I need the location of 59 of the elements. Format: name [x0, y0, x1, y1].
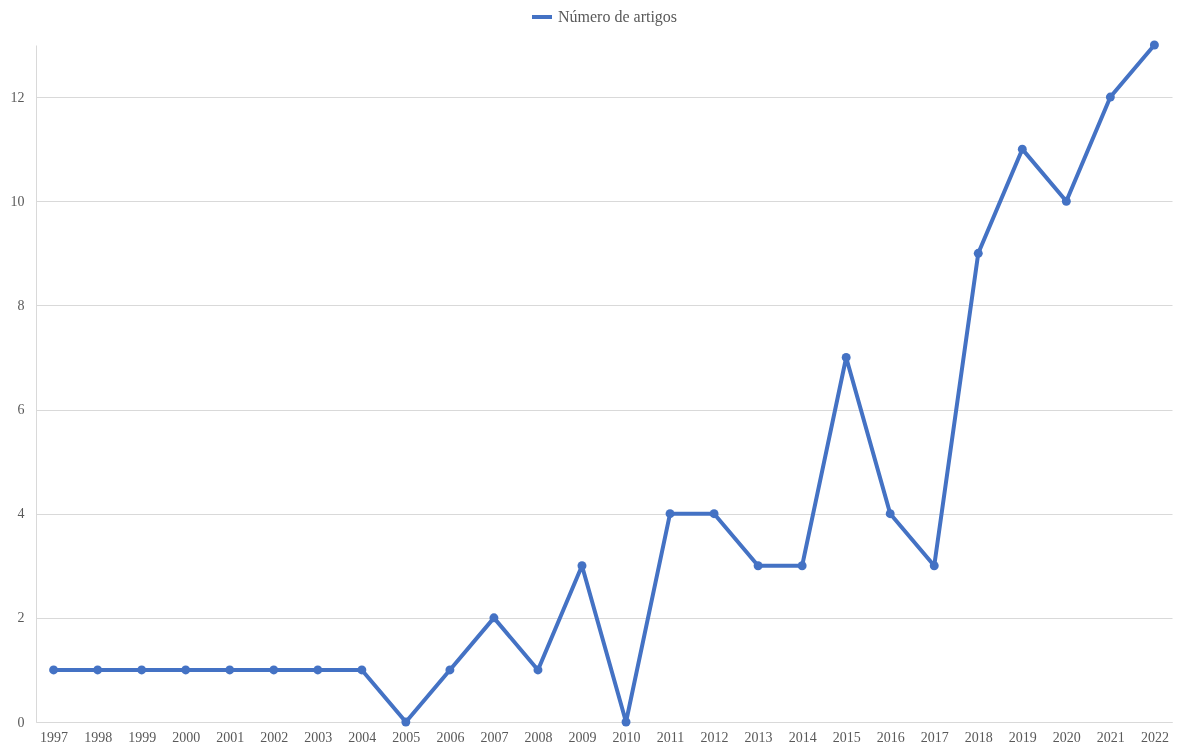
point	[1105, 92, 1115, 102]
point	[269, 665, 279, 675]
point	[401, 717, 411, 727]
x-tick-label: 2016	[876, 729, 905, 745]
point	[709, 509, 719, 519]
y-tick-label: 6	[17, 402, 25, 418]
x-tick-label: 2011	[656, 729, 685, 745]
x-tick-label: 2017	[920, 729, 949, 745]
x-tick-label: 2012	[700, 729, 729, 745]
y-tick-label: 0	[17, 714, 25, 730]
x-tick-label: 2014	[788, 729, 817, 745]
point	[533, 665, 543, 675]
x-tick-label: 2019	[1008, 729, 1037, 745]
point	[665, 509, 675, 519]
x-tick-label: 2021	[1096, 729, 1125, 745]
point	[313, 665, 323, 675]
x-tick-label: 2005	[392, 729, 421, 745]
x-tick-label: 2004	[348, 729, 377, 745]
point	[93, 665, 103, 675]
y-tick-label: 10	[10, 193, 25, 209]
y-tick-label: 12	[10, 89, 25, 105]
point	[885, 509, 895, 519]
y-tick-label: 8	[17, 297, 25, 313]
point	[357, 665, 367, 675]
point	[1017, 144, 1027, 154]
point	[225, 665, 235, 675]
y-tick-label: 4	[17, 506, 25, 522]
y-tick-label: 2	[17, 610, 25, 626]
point	[841, 353, 851, 362]
x-tick-label: 1998	[84, 729, 113, 745]
x-tick-label: 1999	[128, 729, 157, 745]
point	[181, 665, 191, 675]
point	[797, 561, 807, 571]
point	[929, 561, 939, 571]
x-tick-label: 2022	[1140, 729, 1169, 745]
x-tick-label: 2001	[216, 729, 245, 745]
x-tick-label: 2020	[1052, 729, 1081, 745]
point	[973, 248, 983, 258]
point	[489, 613, 499, 623]
x-tick-label: 2007	[480, 729, 509, 745]
x-tick-label: 2009	[568, 729, 597, 745]
x-tick-label: 2000	[172, 729, 201, 745]
point	[753, 561, 763, 571]
x-tick-label: 2018	[964, 729, 993, 745]
x-tick-label: 1997	[40, 729, 69, 745]
x-tick-label: 2003	[304, 729, 333, 745]
point	[137, 665, 147, 675]
x-tick-label: 2013	[744, 729, 773, 745]
x-tick-label: 2008	[524, 729, 553, 745]
point	[1061, 196, 1071, 206]
point	[49, 665, 59, 675]
point	[621, 717, 631, 727]
x-tick-label: 2002	[260, 729, 289, 745]
x-tick-label: 2015	[832, 729, 861, 745]
point	[1149, 40, 1159, 50]
x-tick-label: 2010	[612, 729, 641, 745]
legend-label: Número de artigos	[558, 8, 678, 26]
x-tick-label: 2006	[436, 729, 465, 745]
point	[445, 665, 455, 675]
